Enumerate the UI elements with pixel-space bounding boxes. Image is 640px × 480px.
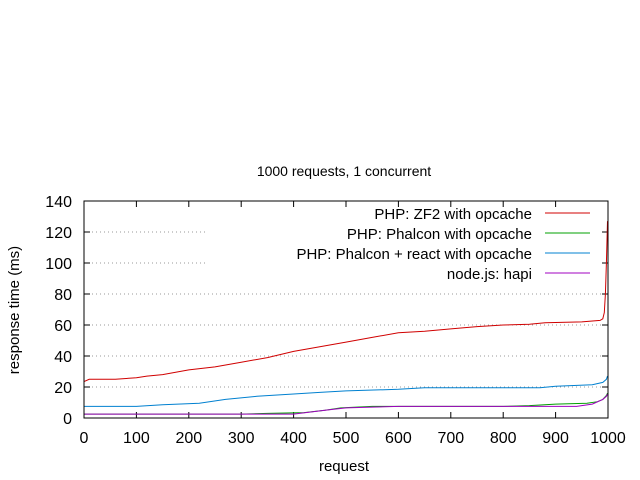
legend-label: PHP: Phalcon with opcache (347, 226, 532, 243)
x-tick-label: 100 (123, 430, 150, 447)
series-lines (83, 221, 608, 415)
y-tick-label: 80 (54, 287, 72, 304)
y-tick-label: 100 (45, 256, 72, 273)
series-line-2 (84, 392, 608, 415)
legend-label: PHP: Phalcon + react with opcache (296, 246, 532, 263)
x-tick-label: 600 (385, 430, 412, 447)
gridlines (84, 231, 608, 388)
y-axis-label: response time (ms) (6, 246, 23, 374)
series-line-4 (84, 393, 608, 415)
plot-frame (83, 200, 609, 419)
x-tick-label: 1000 (590, 430, 626, 447)
legend-label: node.js: hapi (447, 266, 532, 283)
series-line-1 (83, 221, 608, 383)
x-tick-label: 900 (542, 430, 569, 447)
x-axis-label: request (319, 458, 370, 475)
y-tick-label: 0 (63, 411, 72, 428)
chart-title: 1000 requests, 1 concurrent (257, 163, 431, 179)
x-tick-label: 400 (280, 430, 307, 447)
x-tick-label: 800 (490, 430, 517, 447)
legend-label: PHP: ZF2 with opcache (374, 206, 532, 223)
axis-ticks: 0 20 40 60 80 100 120 140 0 100 200 300 400 500 600 700… (45, 194, 626, 447)
series-line-3 (84, 375, 608, 407)
x-tick-label: 0 (80, 430, 89, 447)
y-tick-label: 40 (54, 349, 72, 366)
x-tick-label: 200 (175, 430, 202, 447)
x-tick-label: 300 (228, 430, 255, 447)
y-tick-label: 140 (45, 194, 72, 211)
x-tick-label: 500 (333, 430, 360, 447)
x-tick-label: 700 (437, 430, 464, 447)
y-tick-label: 20 (54, 380, 72, 397)
y-tick-label: 60 (54, 318, 72, 335)
y-tick-label: 120 (45, 225, 72, 242)
legend: PHP: ZF2 with opcache PHP: Phalcon with o… (296, 206, 590, 283)
